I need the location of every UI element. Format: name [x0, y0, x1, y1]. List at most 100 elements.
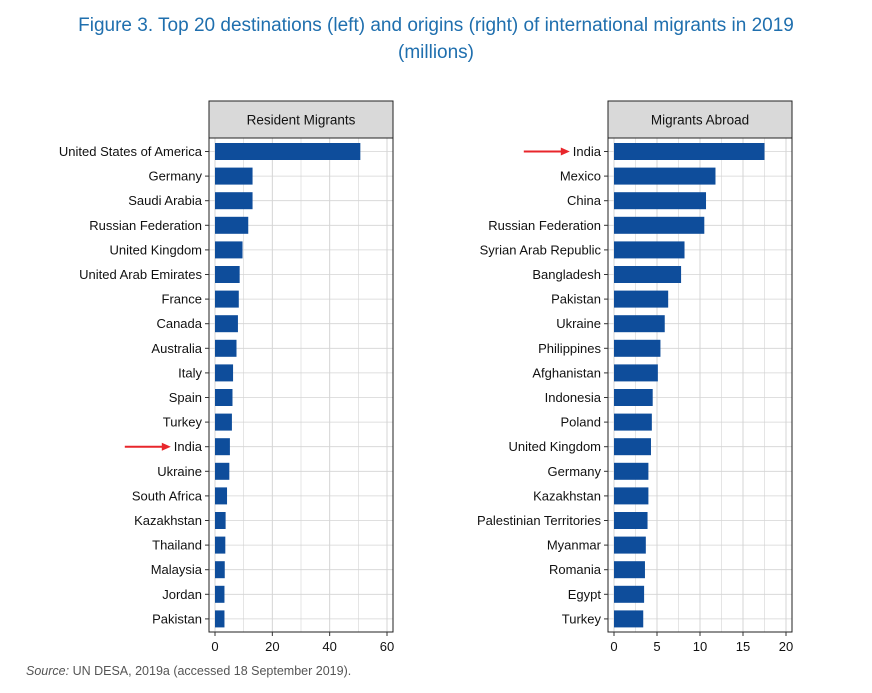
category-label: Bangladesh	[532, 267, 601, 282]
bar	[215, 339, 237, 357]
bar	[215, 413, 232, 431]
highlight-arrow-head	[161, 442, 171, 451]
category-label: Australia	[151, 341, 202, 356]
category-label: Myanmar	[547, 538, 602, 553]
bar	[215, 143, 361, 160]
panel-header	[607, 100, 793, 139]
bar	[215, 610, 225, 628]
category-label: Turkey	[163, 415, 203, 430]
category-label: Mexico	[560, 169, 601, 184]
bar	[215, 241, 243, 259]
bar	[614, 192, 707, 210]
bar	[614, 487, 649, 505]
category-label: Italy	[178, 365, 202, 380]
bar	[614, 512, 648, 529]
figure-title-line1: Figure 3. Top 20 destinations (left) and…	[78, 15, 794, 36]
category-label: Kazakhstan	[134, 513, 202, 528]
bar	[614, 143, 765, 160]
category-label: United Kingdom	[509, 439, 602, 454]
category-label: South Africa	[132, 488, 203, 503]
bar	[614, 364, 658, 382]
panel-header	[208, 100, 394, 139]
category-label: France	[162, 292, 202, 307]
bar	[614, 536, 646, 554]
bar	[215, 462, 230, 480]
bar	[614, 216, 705, 234]
panel-title: Resident Migrants	[247, 113, 356, 128]
category-label: Indonesia	[545, 390, 602, 405]
category-label: United Arab Emirates	[79, 267, 202, 282]
source-text: UN DESA, 2019a (accessed 18 September 20…	[72, 664, 352, 678]
category-label: Malaysia	[151, 562, 203, 577]
bar	[215, 216, 249, 234]
category-label: Thailand	[152, 538, 202, 553]
x-tick-label: 40	[322, 639, 336, 654]
x-tick-label: 20	[265, 639, 279, 654]
bar	[215, 290, 239, 308]
bar	[215, 536, 226, 554]
bar	[614, 610, 644, 628]
bar	[215, 438, 230, 456]
bar	[614, 241, 685, 259]
category-label: Germany	[149, 169, 203, 184]
bar	[614, 266, 682, 283]
x-tick-label: 10	[693, 639, 707, 654]
category-label: United Kingdom	[110, 242, 203, 257]
source-label: Source:	[26, 664, 70, 678]
highlight-arrow-head	[560, 147, 570, 156]
bar	[215, 364, 234, 382]
figure-title: Figure 3. Top 20 destinations (left) and…	[0, 12, 872, 66]
category-label: India	[174, 439, 203, 454]
category-label: Palestinian Territories	[477, 513, 602, 528]
category-label: Ukraine	[157, 464, 202, 479]
bar	[614, 462, 649, 480]
bar	[215, 192, 253, 210]
bar	[614, 585, 645, 603]
x-tick-label: 0	[610, 639, 617, 654]
category-label: Egypt	[568, 587, 602, 602]
category-label: India	[573, 144, 602, 159]
category-label: Jordan	[162, 587, 202, 602]
category-label: Spain	[169, 390, 202, 405]
category-label: United States of America	[59, 144, 203, 159]
category-label: Syrian Arab Republic	[480, 242, 602, 257]
category-label: Poland	[561, 415, 601, 430]
bar	[614, 561, 645, 579]
x-tick-label: 0	[211, 639, 218, 654]
x-tick-label: 20	[779, 639, 793, 654]
category-label: Kazakhstan	[533, 488, 601, 503]
bar	[215, 487, 228, 505]
x-tick-label: 60	[380, 639, 394, 654]
chart-panel-abroad: Migrants Abroad India Mexico China Russian F…	[477, 100, 793, 654]
bar	[215, 167, 253, 185]
category-label: Russian Federation	[89, 218, 202, 233]
bar	[215, 512, 226, 529]
category-label: Turkey	[562, 611, 602, 626]
bar	[614, 413, 652, 431]
category-label: Russian Federation	[488, 218, 601, 233]
category-label: Afghanistan	[532, 365, 601, 380]
bar	[215, 266, 240, 283]
source-note: Source: UN DESA, 2019a (accessed 18 Sept…	[26, 664, 351, 678]
bar	[614, 290, 669, 308]
plot-border	[208, 137, 394, 633]
x-tick-label: 15	[736, 639, 750, 654]
bar	[215, 389, 233, 406]
category-label: Philippines	[538, 341, 601, 356]
category-label: Romania	[549, 562, 602, 577]
bar	[614, 438, 651, 456]
chart-panel-resident: Resident Migrants United States of Americ…	[59, 100, 394, 654]
category-label: Germany	[548, 464, 602, 479]
category-label: Pakistan	[551, 292, 601, 307]
bar	[614, 315, 665, 333]
bar	[215, 561, 225, 579]
bar	[614, 339, 661, 357]
bar	[215, 585, 225, 603]
bar	[614, 167, 716, 185]
category-label: Canada	[156, 316, 202, 331]
category-label: Saudi Arabia	[128, 193, 202, 208]
category-label: Pakistan	[152, 611, 202, 626]
panel-title: Migrants Abroad	[651, 113, 749, 128]
bar	[215, 315, 238, 333]
